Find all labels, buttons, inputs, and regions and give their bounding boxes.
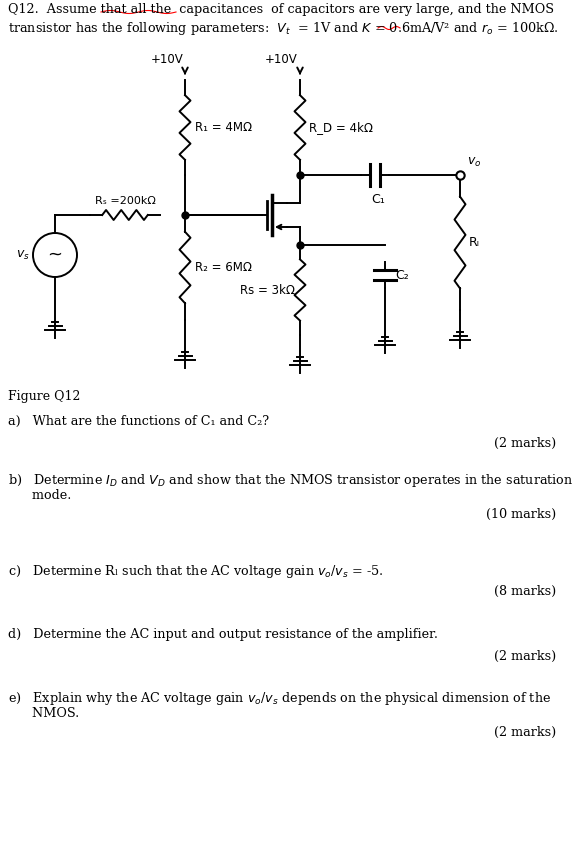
- Text: Rs = 3kΩ: Rs = 3kΩ: [240, 284, 295, 296]
- Text: ~: ~: [47, 246, 62, 264]
- Text: +10V: +10V: [150, 53, 183, 66]
- Text: (2 marks): (2 marks): [494, 650, 556, 663]
- Text: Figure Q12: Figure Q12: [8, 390, 81, 403]
- Text: Q12.  Assume that all the  capacitances  of capacitors are very large, and the N: Q12. Assume that all the capacitances of…: [8, 3, 554, 16]
- Text: (8 marks): (8 marks): [494, 585, 556, 598]
- Text: transistor has the following parameters:  $V_t$  = 1V and $K$ = 0.6mA/V² and $r_: transistor has the following parameters:…: [8, 20, 558, 37]
- Text: +10V: +10V: [265, 53, 298, 66]
- Text: mode.: mode.: [8, 489, 72, 502]
- Text: R_D = 4kΩ: R_D = 4kΩ: [309, 121, 373, 134]
- Text: Rₛ =200kΩ: Rₛ =200kΩ: [94, 196, 156, 206]
- Text: Rₗ: Rₗ: [469, 236, 480, 249]
- Text: b)   Determine $I_D$ and $V_D$ and show that the NMOS transistor operates in the: b) Determine $I_D$ and $V_D$ and show th…: [8, 472, 572, 489]
- Text: (10 marks): (10 marks): [486, 508, 556, 521]
- Text: C₂: C₂: [395, 268, 409, 282]
- Text: e)   Explain why the AC voltage gain $v_o$/$v_s$ depends on the physical dimensi: e) Explain why the AC voltage gain $v_o$…: [8, 690, 551, 707]
- Text: $v_s$: $v_s$: [16, 249, 30, 261]
- Text: C₁: C₁: [371, 193, 385, 206]
- Text: a)   What are the functions of C₁ and C₂?: a) What are the functions of C₁ and C₂?: [8, 415, 269, 428]
- Text: R₂ = 6MΩ: R₂ = 6MΩ: [195, 261, 252, 274]
- Text: c)   Determine Rₗ such that the AC voltage gain $v_o$/$v_s$ = -5.: c) Determine Rₗ such that the AC voltage…: [8, 563, 384, 580]
- Text: d)   Determine the AC input and output resistance of the amplifier.: d) Determine the AC input and output res…: [8, 628, 438, 641]
- Text: $v_o$: $v_o$: [467, 156, 482, 169]
- Text: (2 marks): (2 marks): [494, 726, 556, 739]
- Text: NMOS.: NMOS.: [8, 707, 80, 720]
- Text: (2 marks): (2 marks): [494, 437, 556, 450]
- Text: R₁ = 4MΩ: R₁ = 4MΩ: [195, 121, 252, 134]
